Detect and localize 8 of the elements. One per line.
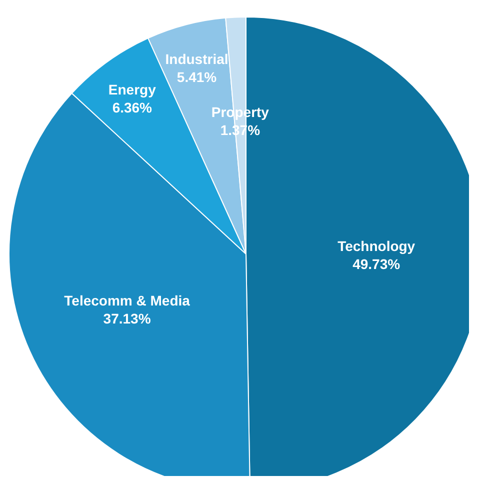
slice-label: Industrial xyxy=(165,50,228,67)
data-label: 49.73% xyxy=(352,256,401,272)
slice-label: Energy xyxy=(108,81,156,98)
data-label: 5.41% xyxy=(176,68,218,85)
slice-label: Telecomm & Media xyxy=(64,292,190,308)
data-label: 6.36% xyxy=(112,99,153,116)
data-label: 37.13% xyxy=(103,310,152,326)
slice-label: Technology xyxy=(338,238,416,254)
